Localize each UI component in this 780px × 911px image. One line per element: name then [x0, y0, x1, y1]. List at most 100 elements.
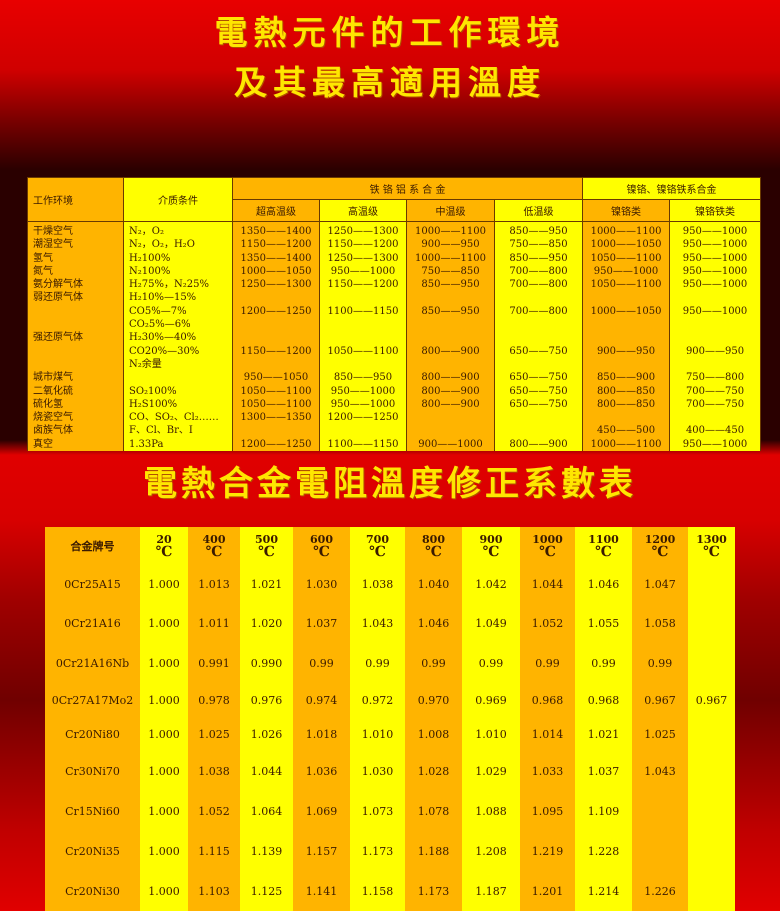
table-row: CO₂5%—6% — [27, 318, 762, 332]
coefficient-cell: 0.99 — [632, 643, 688, 683]
table-row: 强还原气体 H₂30%—40% — [27, 331, 762, 345]
coefficient-cell: 1.028 — [405, 751, 462, 791]
coefficient-cell: 1.000 — [140, 565, 188, 603]
temperature-range-cell: 1150——1200 — [232, 238, 320, 252]
medium-cell: CO、SO₂、Cl₂…… — [123, 411, 233, 425]
temperature-range-cell: 1200——1250 — [232, 437, 320, 452]
coefficient-cell: 1.000 — [140, 871, 188, 911]
temperature-range-cell: 950——1000 — [669, 251, 762, 265]
coefficient-cell: 1.046 — [405, 603, 462, 643]
temperature-range-cell: 950——1000 — [669, 221, 762, 239]
table-row: N₂余量 — [27, 357, 762, 372]
environment-cell: 强还原气体 — [27, 331, 124, 345]
coefficient-cell: 1.040 — [405, 565, 462, 603]
coefficient-cell — [688, 791, 735, 831]
coefficient-cell — [688, 565, 735, 603]
coefficient-cell: 1.044 — [240, 751, 293, 791]
alloy-grade-cell: Cr20Ni35 — [45, 831, 140, 871]
temperature-range-cell: 1250——1300 — [319, 221, 407, 239]
temperature-range-cell: 850——950 — [406, 278, 495, 292]
coefficient-cell — [632, 831, 688, 871]
temperature-range-cell: 900——950 — [406, 238, 495, 252]
temperature-value: 500 — [255, 533, 278, 546]
header-temperature: 1200 ℃ — [632, 527, 688, 565]
coefficient-cell: 0.976 — [240, 683, 293, 717]
temperature-value: 1300 — [696, 533, 727, 546]
environment-cell — [27, 344, 124, 358]
environment-cell: 城市煤气 — [27, 371, 124, 385]
temperature-range-cell — [493, 291, 584, 305]
coefficient-cell — [688, 831, 735, 871]
coefficient-cell: 0.972 — [350, 683, 405, 717]
temperature-range-cell — [319, 331, 407, 345]
coefficient-cell: 1.073 — [350, 791, 405, 831]
temperature-range-cell — [582, 331, 671, 345]
temperature-value: 20 — [156, 533, 172, 546]
coefficient-cell: 1.043 — [632, 751, 688, 791]
temperature-range-cell: 800——900 — [406, 371, 495, 385]
alloy-grade-cell: 0Cr21A16Nb — [45, 643, 140, 683]
table-row: 0Cr25A15 1.000 1.013 1.021 1.030 1.038 1.040 1.… — [45, 565, 735, 603]
temperature-range-cell: 1350——1400 — [232, 251, 320, 265]
coefficient-cell: 1.173 — [350, 831, 405, 871]
alloy-grade-cell: 0Cr27A17Mo2 — [45, 683, 140, 717]
coefficient-cell: 0.990 — [240, 643, 293, 683]
coefficient-cell: 1.030 — [293, 565, 350, 603]
coefficient-cell: 0.99 — [405, 643, 462, 683]
medium-cell: N₂100% — [123, 264, 233, 279]
header-fecral-grade: 高温级 — [319, 199, 407, 222]
coefficient-cell: 1.069 — [293, 791, 350, 831]
temperature-range-cell — [406, 424, 495, 438]
title-coefficient-table: 電熱合金電阻溫度修正系數表 — [143, 464, 637, 504]
temperature-range-cell — [319, 318, 407, 332]
coefficient-cell: 0.991 — [188, 643, 240, 683]
temperature-value: 400 — [202, 533, 226, 546]
temperature-value: 600 — [310, 533, 333, 546]
coefficient-cell: 0.968 — [575, 683, 632, 717]
coefficient-cell: 1.088 — [462, 791, 520, 831]
temperature-value: 800 — [422, 533, 445, 546]
header-temperature: 20 ℃ — [140, 527, 188, 565]
temperature-range-cell — [232, 291, 320, 305]
header-temperature: 1300 ℃ — [688, 527, 735, 565]
table-row: 二氧化硫 SO₂100% 1050——1100 950——1000 800——900 65… — [27, 384, 762, 398]
table-row: 干燥空气 N₂，O₂ 1350——1400 1250——1300 1000——1100 8… — [27, 221, 762, 239]
temperature-range-cell: 1000——1050 — [232, 264, 320, 279]
table-row: 0Cr21A16 1.000 1.011 1.020 1.037 1.043 1.046 1.… — [45, 603, 735, 643]
coefficient-cell: 1.010 — [462, 717, 520, 751]
temperature-unit: ℃ — [482, 544, 500, 560]
temperature-range-cell: 900——1000 — [406, 437, 495, 452]
temperature-range-cell: 1050——1100 — [582, 251, 671, 265]
temperature-range-cell — [669, 357, 762, 372]
coefficient-cell: 0.99 — [520, 643, 575, 683]
temperature-unit: ℃ — [258, 544, 275, 560]
temperature-range-cell: 700——800 — [493, 264, 584, 279]
alloy-grade-cell: Cr20Ni30 — [45, 871, 140, 911]
coefficient-cell: 0.99 — [350, 643, 405, 683]
coefficient-cell: 1.026 — [240, 717, 293, 751]
temperature-unit: ℃ — [703, 544, 720, 560]
coefficient-cell: 1.044 — [520, 565, 575, 603]
coefficient-cell: 1.228 — [575, 831, 632, 871]
coefficient-cell: 1.037 — [575, 751, 632, 791]
temperature-range-cell: 850——950 — [319, 371, 407, 385]
coefficient-cell: 1.033 — [520, 751, 575, 791]
temperature-range-cell: 1150——1200 — [319, 238, 407, 252]
coefficient-cell: 1.029 — [462, 751, 520, 791]
header-environment: 工作环境 — [27, 177, 124, 222]
coefficient-cell: 1.036 — [293, 751, 350, 791]
coefficient-cell: 1.010 — [350, 717, 405, 751]
coefficient-cell: 1.141 — [293, 871, 350, 911]
coefficient-cell: 1.201 — [520, 871, 575, 911]
coefficient-cell: 1.008 — [405, 717, 462, 751]
coefficient-cell: 1.000 — [140, 831, 188, 871]
coefficient-cell: 0.968 — [520, 683, 575, 717]
coefficient-cell: 1.214 — [575, 871, 632, 911]
temperature-range-cell — [582, 357, 671, 372]
temperature-range-cell — [406, 357, 495, 372]
table-row: 氨分解气体 H₂75%，N₂25% 1250——1300 1150——1200 850—… — [27, 278, 762, 292]
coefficient-cell — [688, 717, 735, 751]
header-fecral-grade: 中温级 — [406, 199, 495, 222]
temperature-value: 1100 — [588, 533, 619, 546]
medium-cell: CO5%—7% — [123, 304, 233, 319]
